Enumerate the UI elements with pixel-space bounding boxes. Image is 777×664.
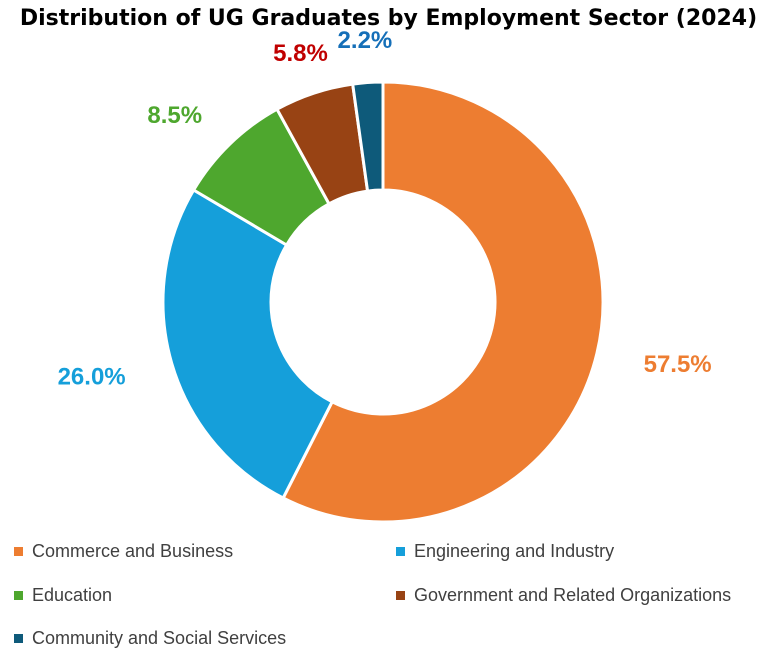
data-label-engineering-and-industry: 26.0% [58,363,126,390]
data-labels: 57.5% 26.0% 8.5% 5.8% 2.2% [58,27,712,390]
data-label-education: 8.5% [147,102,202,129]
slice-commerce-and-business [281,80,605,524]
data-label-government-and-related-organizations: 5.8% [273,40,328,67]
donut-slices [161,80,605,524]
slice-community-and-social-services [351,80,385,193]
slice-engineering-and-industry [161,188,334,500]
chart-title: Distribution of UG Graduates by Employme… [19,6,758,31]
data-label-community-and-social-services: 2.2% [338,27,393,54]
data-label-commerce-and-business: 57.5% [644,351,712,378]
